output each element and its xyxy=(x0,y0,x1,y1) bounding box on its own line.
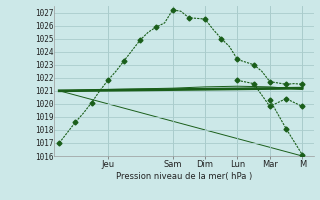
X-axis label: Pression niveau de la mer( hPa ): Pression niveau de la mer( hPa ) xyxy=(116,172,252,181)
